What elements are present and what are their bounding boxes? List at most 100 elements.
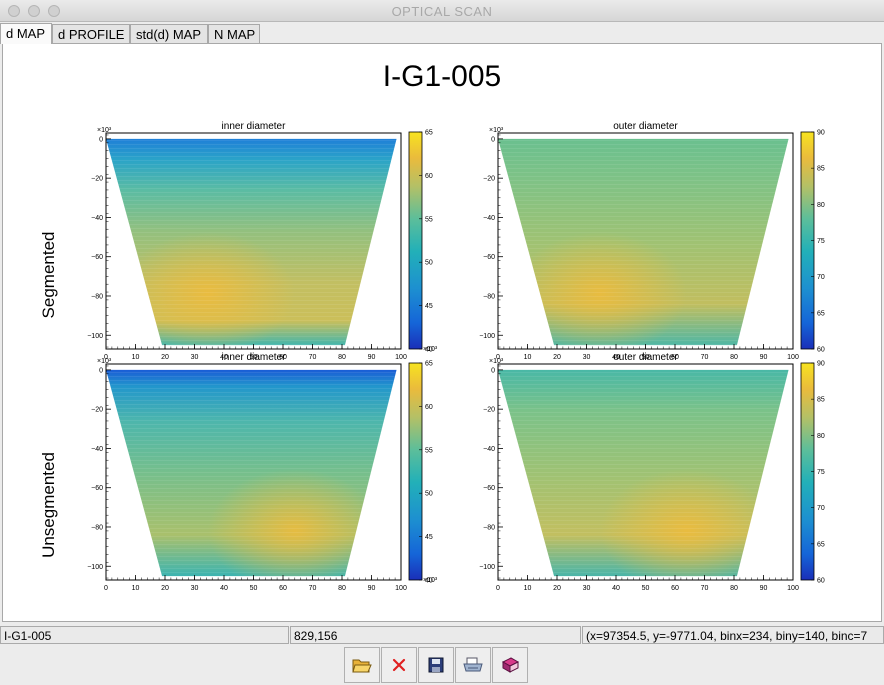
y-exponent: ×10³ <box>97 358 112 365</box>
y-tick-label: −20 <box>91 407 103 414</box>
color-tick-label: 70 <box>817 505 825 512</box>
x-tick-label: 100 <box>787 585 799 592</box>
y-tick-label: −60 <box>483 485 495 492</box>
x-tick-label: 80 <box>730 354 738 361</box>
tab-n-map[interactable]: N MAP <box>208 24 260 43</box>
color-tick-label: 55 <box>425 216 433 223</box>
y-exponent: ×10³ <box>489 358 504 365</box>
help-button[interactable] <box>492 647 528 683</box>
x-tick-label: 40 <box>220 354 228 361</box>
color-tick-label: 85 <box>817 397 825 404</box>
heatmap-texture <box>106 138 397 346</box>
x-tick-label: 60 <box>671 354 679 361</box>
x-tick-label: 100 <box>787 354 799 361</box>
heatmap-texture <box>498 138 789 346</box>
y-tick-label: 0 <box>491 367 495 374</box>
plot-svg[interactable]: I-G1-005 Segmented Unsegmented inner dia… <box>3 44 881 621</box>
y-exponent: ×10³ <box>489 127 504 134</box>
color-tick-label: 45 <box>425 303 433 310</box>
heatmap-texture <box>498 369 789 577</box>
x-tick-label: 20 <box>161 354 169 361</box>
x-tick-label: 50 <box>250 354 258 361</box>
y-tick-label: −100 <box>479 333 495 340</box>
color-tick-label: 60 <box>425 404 433 411</box>
color-tick-label: 70 <box>817 274 825 281</box>
save-button[interactable] <box>418 647 454 683</box>
x-tick-label: 60 <box>671 585 679 592</box>
x-tick-label: 30 <box>583 585 591 592</box>
plot-canvas[interactable]: I-G1-005 Segmented Unsegmented inner dia… <box>2 43 882 622</box>
y-tick-label: −100 <box>479 564 495 571</box>
color-exponent: ×10³ <box>423 346 438 353</box>
plot-title: inner diameter <box>222 121 287 132</box>
y-tick-label: −60 <box>91 254 103 261</box>
close-button[interactable] <box>381 647 417 683</box>
heatmap-unsegmented-outer[interactable]: outer diameter ×10³ 0 10 20 30 40 50 60 70 80 90 1… <box>479 352 825 592</box>
color-tick-label: 60 <box>817 347 825 354</box>
color-tick-label: 90 <box>817 130 825 137</box>
heatmap-segmented-inner[interactable]: inner diameter ×10³ ×10³ 0 10 20 30 40 50 60 70… <box>87 121 438 361</box>
x-tick-label: 40 <box>220 585 228 592</box>
heatmap-texture <box>106 369 397 577</box>
y-tick-label: −20 <box>483 407 495 414</box>
color-tick-label: 65 <box>425 130 433 137</box>
color-tick-label: 85 <box>817 166 825 173</box>
tab-d-profile[interactable]: d PROFILE <box>52 24 130 43</box>
save-icon <box>428 657 444 673</box>
color-tick-label: 45 <box>425 534 433 541</box>
heatmap-unsegmented-inner[interactable]: inner diameter ×10³ ×10³ 0 10 20 30 40 50 60 70… <box>87 352 438 592</box>
x-tick-label: 0 <box>496 354 500 361</box>
plot-title: outer diameter <box>613 121 678 132</box>
print-icon <box>463 657 483 672</box>
color-tick-label: 80 <box>817 202 825 209</box>
zoom-window-button[interactable] <box>48 5 60 17</box>
tab-std-d-map[interactable]: std(d) MAP <box>130 24 208 43</box>
y-tick-label: −60 <box>91 485 103 492</box>
color-tick-label: 60 <box>817 578 825 585</box>
y-exponent: ×10³ <box>97 127 112 134</box>
y-tick-label: −100 <box>87 333 103 340</box>
open-folder-icon <box>352 659 372 673</box>
x-tick-label: 30 <box>191 585 199 592</box>
x-tick-label: 90 <box>368 354 376 361</box>
x-tick-label: 90 <box>760 585 768 592</box>
x-tick-label: 70 <box>701 354 709 361</box>
color-bar <box>408 362 423 581</box>
status-bar: I-G1-005 829,156 (x=97354.5, y=-9771.04,… <box>0 626 884 644</box>
close-window-button[interactable] <box>8 5 20 17</box>
x-tick-label: 90 <box>760 354 768 361</box>
close-icon <box>392 658 406 672</box>
heatmap-segmented-outer[interactable]: outer diameter ×10³ 0 10 20 30 40 50 60 70 80 90 1… <box>479 121 825 361</box>
x-tick-label: 0 <box>104 354 108 361</box>
status-pixel-coords: 829,156 <box>290 626 581 644</box>
color-tick-label: 40 <box>425 347 433 354</box>
color-tick-label: 75 <box>817 238 825 245</box>
color-tick-label: 55 <box>425 447 433 454</box>
status-object: I-G1-005 <box>0 626 289 644</box>
color-exponent: ×10³ <box>423 577 438 584</box>
x-tick-label: 10 <box>132 354 140 361</box>
print-button[interactable] <box>455 647 491 683</box>
color-tick-label: 90 <box>817 361 825 368</box>
tab-bar: d MAP d PROFILE std(d) MAP N MAP <box>0 23 884 44</box>
y-tick-label: 0 <box>491 136 495 143</box>
x-tick-label: 100 <box>395 354 407 361</box>
x-tick-label: 0 <box>104 585 108 592</box>
color-bar <box>408 131 423 350</box>
x-tick-label: 20 <box>553 585 561 592</box>
x-tick-label: 10 <box>524 585 532 592</box>
x-tick-label: 40 <box>612 585 620 592</box>
minimize-window-button[interactable] <box>28 5 40 17</box>
x-tick-label: 80 <box>338 354 346 361</box>
tab-d-map[interactable]: d MAP <box>0 23 52 44</box>
x-tick-label: 80 <box>730 585 738 592</box>
x-tick-label: 90 <box>368 585 376 592</box>
y-tick-label: −80 <box>91 524 103 531</box>
y-tick-label: 0 <box>99 136 103 143</box>
x-tick-label: 20 <box>161 585 169 592</box>
open-button[interactable] <box>344 647 380 683</box>
x-tick-label: 100 <box>395 585 407 592</box>
color-tick-label: 50 <box>425 491 433 498</box>
x-tick-label: 70 <box>701 585 709 592</box>
x-tick-label: 70 <box>309 585 317 592</box>
